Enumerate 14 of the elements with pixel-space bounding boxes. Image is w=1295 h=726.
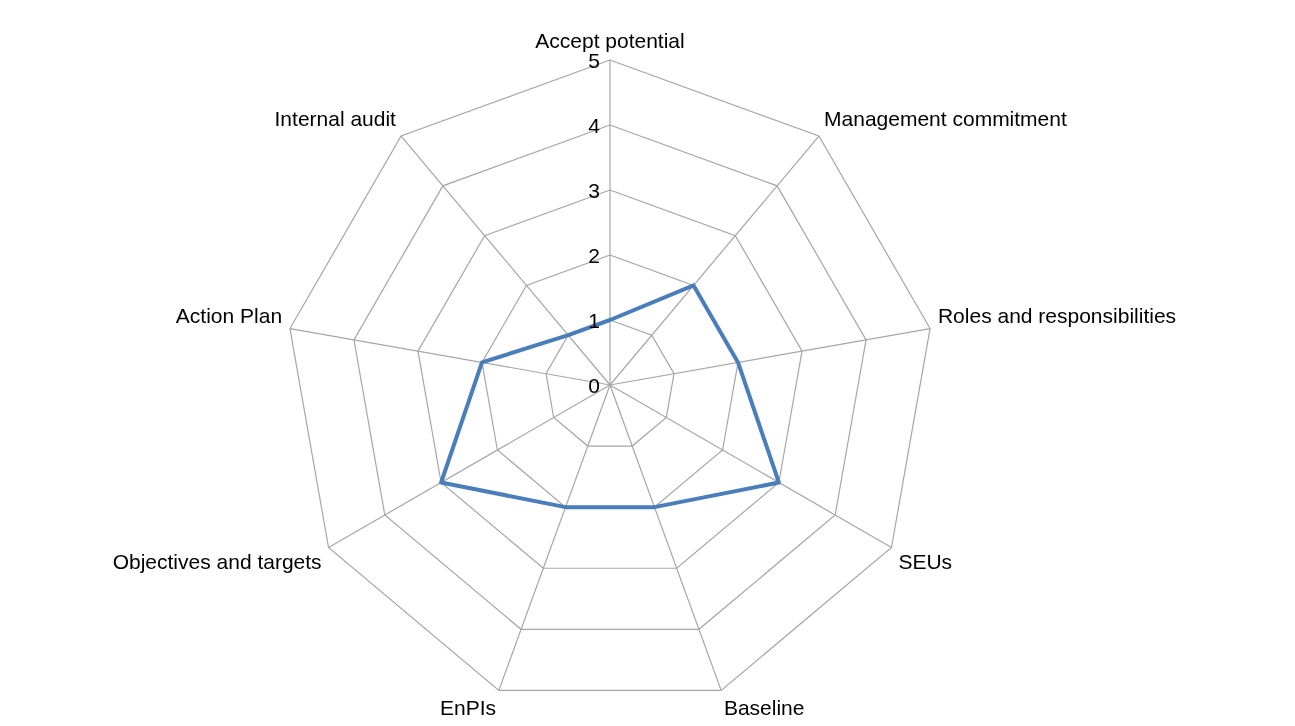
spoke-label: SEUs [898,549,953,573]
spoke-label: Action Plan [175,304,283,328]
spoke-label: Baseline [723,695,805,719]
spoke-label: Accept potential [535,29,685,52]
spoke-label: Internal audit [274,106,397,130]
spoke-label: EnPIs [440,695,497,719]
spoke-label: Management commitment [824,106,1067,130]
spoke-label: Objectives and targets [112,549,322,573]
y-tick-label: 0 [588,374,600,397]
y-tick-label: 4 [588,114,601,137]
spoke-label: Roles and responsibilities [937,304,1177,328]
y-tick-label: 5 [588,49,600,72]
y-tick-label: 3 [588,179,600,202]
y-tick-label: 2 [588,244,600,267]
